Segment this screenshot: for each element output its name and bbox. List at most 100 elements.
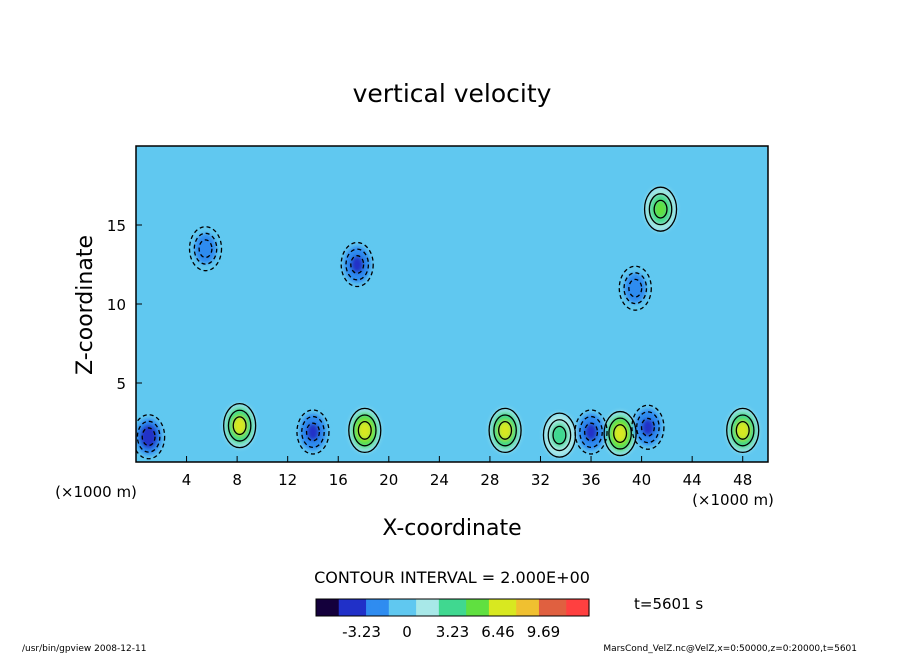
colorbar-swatch — [479, 599, 485, 616]
downdraft-cell — [142, 427, 156, 446]
colorbar-swatch — [407, 599, 413, 616]
footer-left: /usr/bin/gpview 2008-12-11 — [22, 644, 146, 654]
contour-line — [653, 199, 668, 219]
colorbar-swatch — [343, 599, 349, 616]
x-tick-label: 44 — [683, 471, 702, 489]
contour-line — [222, 403, 257, 449]
colorbar-swatch — [366, 599, 372, 616]
updraft-cell — [553, 426, 566, 444]
x-tick-label: 20 — [379, 471, 398, 489]
colorbar-swatch — [584, 599, 590, 616]
contour-line — [198, 239, 213, 259]
contour-line — [618, 265, 652, 311]
colorbar-swatch — [457, 599, 463, 616]
contour-line — [232, 416, 247, 436]
colorbar-swatch — [552, 599, 558, 616]
colorbar-swatch — [498, 599, 504, 616]
x-unit-left: (×1000 m) — [55, 483, 137, 501]
colorbar-swatch — [434, 599, 440, 616]
colorbar-swatch — [502, 599, 508, 616]
colorbar-swatch — [520, 599, 526, 616]
colorbar-swatch — [420, 599, 426, 616]
colorbar-swatch — [338, 599, 344, 616]
contour-line — [493, 414, 517, 447]
colorbar-swatch — [452, 599, 458, 616]
colorbar-swatch — [416, 599, 422, 616]
y-axis: 5 10 15 — [107, 217, 142, 393]
colorbar-swatch — [507, 599, 513, 616]
colorbar-swatch — [425, 599, 431, 616]
x-tick-label: 4 — [182, 471, 192, 489]
colorbar-swatch — [566, 599, 572, 616]
colorbar-swatch — [375, 599, 381, 616]
colorbar-swatch — [447, 599, 454, 616]
footer-right: MarsCond_VelZ.nc@VelZ,x=0:50000,z=0:2000… — [603, 644, 857, 654]
contour-line — [348, 407, 382, 454]
x-tick-label: 12 — [278, 471, 297, 489]
colorbar-swatch — [548, 599, 554, 616]
x-tick-label: 24 — [430, 471, 449, 489]
colorbar-swatch — [429, 599, 435, 616]
colorbar-swatch — [397, 599, 404, 616]
colorbar-swatch — [570, 599, 576, 616]
colorbar-swatch — [325, 599, 331, 616]
chart-title: vertical velocity — [353, 79, 552, 108]
contour-line — [296, 409, 330, 455]
updraft-cell — [233, 416, 247, 435]
contour-lines — [136, 186, 760, 460]
contour-line — [136, 414, 166, 460]
updraft-cell — [654, 200, 667, 218]
downdraft-cell — [199, 239, 212, 258]
x-tick-label: 36 — [581, 471, 600, 489]
colorbar-swatch — [388, 599, 394, 616]
updraft-cell — [358, 421, 372, 440]
colorbar-swatch — [370, 599, 376, 616]
colorbar-swatch — [493, 599, 499, 616]
colorbar-swatch — [538, 599, 545, 616]
colorbar-swatch — [525, 599, 531, 616]
colorbar-swatch — [561, 599, 567, 616]
colorbar-swatch — [316, 599, 322, 616]
downdraft-cell — [350, 255, 364, 274]
x-tick-label: 40 — [632, 471, 651, 489]
colorbar-swatch — [438, 599, 444, 616]
contour-line — [643, 186, 678, 232]
x-axis: 4 8 12 16 20 24 28 32 36 40 44 48 — [182, 456, 752, 489]
contour-line — [357, 420, 372, 440]
contour-line — [640, 417, 655, 437]
colorbar-tick-label: 0 — [402, 623, 412, 641]
colorbar-swatch — [361, 599, 367, 616]
colorbar-swatch — [488, 599, 495, 616]
colorbar-swatch — [575, 599, 581, 616]
contour-line — [352, 414, 377, 447]
updraft-cell — [736, 421, 750, 440]
contour-line — [552, 425, 567, 445]
contour-line — [141, 427, 156, 447]
colorbar-swatch — [543, 599, 549, 616]
colorbar-swatch — [557, 599, 563, 616]
colorbar-swatch — [475, 599, 481, 616]
colorbar-frame — [315, 598, 590, 617]
contour-line — [608, 417, 632, 450]
x-tick-label: 48 — [733, 471, 752, 489]
contour-line — [583, 422, 599, 442]
downdraft-cell — [306, 423, 320, 441]
colorbar-swatch — [402, 599, 408, 616]
colorbar-swatch — [529, 599, 535, 616]
contour-line — [726, 407, 760, 454]
downdraft-cell — [584, 423, 598, 441]
updraft-cell — [613, 424, 627, 443]
colorbar-swatch — [384, 599, 390, 616]
colorbar-swatch — [461, 599, 467, 616]
x-tick-label: 8 — [232, 471, 242, 489]
colorbar-swatch — [334, 599, 340, 616]
colorbar-tick-label: 9.69 — [527, 623, 560, 641]
contour-line — [350, 255, 365, 274]
y-tick-label: 15 — [107, 217, 126, 235]
colorbar-swatch — [484, 599, 490, 616]
x-axis-label: X-coordinate — [382, 516, 521, 541]
downdraft-cell — [628, 279, 642, 298]
x-tick-label: 16 — [329, 471, 348, 489]
contour-interval-label: CONTOUR INTERVAL = 2.000E+00 — [314, 568, 590, 587]
colorbar-swatch — [411, 599, 417, 616]
